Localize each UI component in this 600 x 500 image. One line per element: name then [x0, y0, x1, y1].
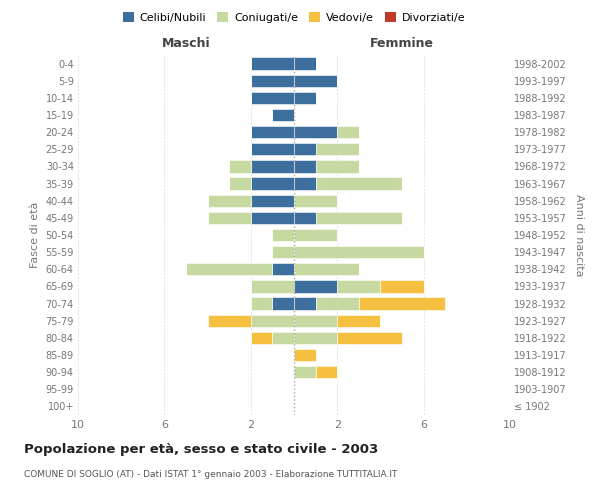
Bar [294, 366, 316, 378]
Bar [251, 332, 272, 344]
Bar [316, 212, 402, 224]
Text: Maschi: Maschi [161, 37, 211, 50]
Bar [272, 246, 294, 258]
Bar [294, 212, 316, 224]
Bar [294, 92, 316, 104]
Bar [380, 280, 424, 292]
Bar [359, 298, 445, 310]
Bar [251, 143, 294, 156]
Bar [294, 58, 316, 70]
Bar [251, 280, 294, 292]
Bar [272, 263, 294, 276]
Legend: Celibi/Nubili, Coniugati/e, Vedovi/e, Divorziati/e: Celibi/Nubili, Coniugati/e, Vedovi/e, Di… [118, 8, 470, 28]
Bar [337, 126, 359, 138]
Bar [208, 194, 251, 207]
Bar [251, 58, 294, 70]
Bar [294, 263, 359, 276]
Bar [294, 246, 424, 258]
Bar [208, 212, 251, 224]
Bar [229, 178, 251, 190]
Bar [272, 109, 294, 121]
Bar [186, 263, 272, 276]
Bar [294, 332, 337, 344]
Bar [251, 74, 294, 87]
Bar [337, 280, 380, 292]
Y-axis label: Fasce di età: Fasce di età [30, 202, 40, 268]
Bar [294, 298, 316, 310]
Bar [337, 332, 402, 344]
Text: COMUNE DI SOGLIO (AT) - Dati ISTAT 1° gennaio 2003 - Elaborazione TUTTITALIA.IT: COMUNE DI SOGLIO (AT) - Dati ISTAT 1° ge… [24, 470, 397, 479]
Bar [294, 74, 337, 87]
Bar [251, 178, 294, 190]
Bar [251, 298, 272, 310]
Text: Femmine: Femmine [370, 37, 434, 50]
Bar [294, 143, 316, 156]
Bar [229, 160, 251, 172]
Bar [316, 178, 402, 190]
Bar [337, 314, 380, 327]
Bar [272, 298, 294, 310]
Bar [251, 194, 294, 207]
Text: Popolazione per età, sesso e stato civile - 2003: Popolazione per età, sesso e stato civil… [24, 442, 378, 456]
Bar [208, 314, 251, 327]
Bar [251, 92, 294, 104]
Bar [272, 332, 294, 344]
Bar [294, 349, 316, 361]
Bar [251, 212, 294, 224]
Bar [272, 229, 294, 241]
Bar [294, 126, 337, 138]
Bar [294, 229, 337, 241]
Bar [294, 280, 337, 292]
Bar [294, 314, 337, 327]
Bar [294, 194, 337, 207]
Y-axis label: Anni di nascita: Anni di nascita [574, 194, 584, 276]
Bar [316, 160, 359, 172]
Bar [251, 314, 294, 327]
Bar [251, 126, 294, 138]
Bar [316, 298, 359, 310]
Bar [316, 366, 337, 378]
Bar [294, 178, 316, 190]
Bar [316, 143, 359, 156]
Bar [294, 160, 316, 172]
Bar [251, 160, 294, 172]
